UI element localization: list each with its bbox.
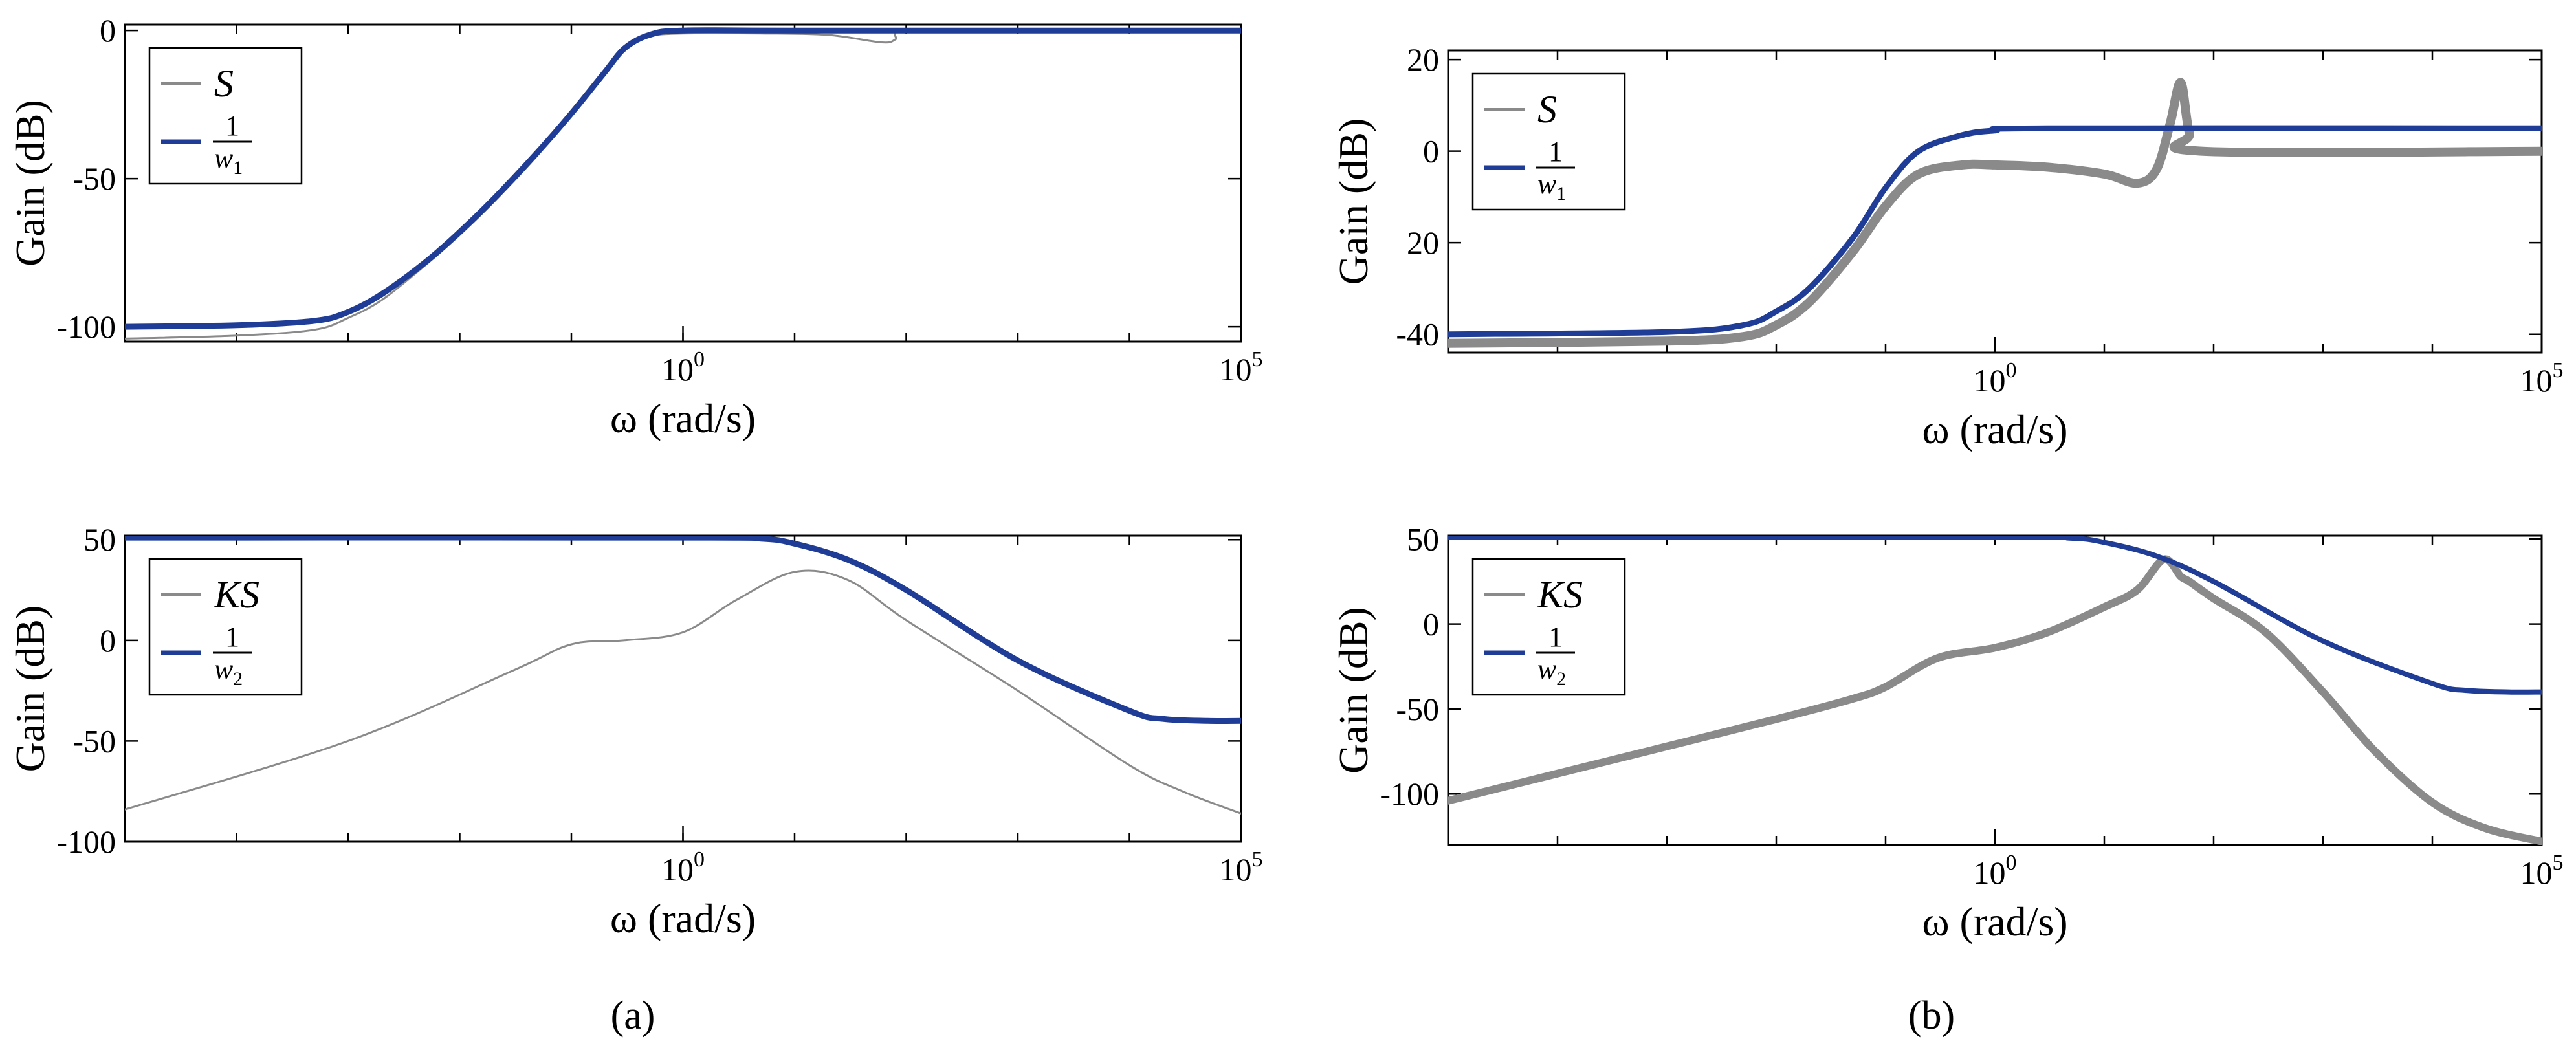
series-group (125, 27, 1241, 340)
panel-label-b: (b) (1908, 994, 1955, 1038)
x-tick-base: 10 (1220, 851, 1252, 888)
y-tick-label: -50 (1396, 691, 1439, 727)
series-line-KS (1448, 555, 2542, 845)
x-tick-base: 10 (2520, 362, 2553, 399)
x-tick-label: 100 (661, 347, 705, 388)
y-tick-label: 20 (1407, 224, 1439, 261)
legend-fraction-den-sub: 1 (1556, 183, 1566, 204)
legend-fraction-den-base: w (214, 142, 234, 174)
y-axis-label: Gain (dB) (1330, 607, 1376, 774)
y-tick-label: -100 (56, 824, 116, 860)
y-tick-label: -50 (72, 723, 116, 759)
legend-fraction-den-sub: 1 (233, 157, 243, 179)
x-tick-label: 100 (1974, 358, 2017, 399)
x-tick-label: 100 (661, 848, 705, 888)
legend-box (148, 47, 303, 185)
legend-fraction-den-sub: 2 (233, 668, 243, 690)
legend-fraction-denominator: w1 (214, 142, 243, 179)
y-axis-label: Gain (dB) (7, 606, 53, 772)
x-tick-exponent: 0 (694, 848, 705, 871)
legend: S 1w1 (1471, 72, 1626, 211)
y-tick-label: 50 (1407, 521, 1439, 557)
legend-fraction-denominator: w2 (214, 653, 243, 690)
series-line-1-w1 (1448, 125, 2542, 338)
legend-fraction-denominator: w1 (1537, 168, 1566, 204)
y-tick-label: 20 (1407, 41, 1439, 78)
series-line-S (1448, 78, 2542, 348)
x-tick-label: 100 (1974, 851, 2017, 891)
x-tick-exponent: 0 (694, 347, 705, 371)
legend: KS 1w2 (148, 558, 303, 696)
legend-fraction-den-sub: 2 (1556, 668, 1566, 690)
x-tick-base: 10 (1974, 855, 2006, 891)
x-tick-exponent: 0 (2006, 358, 2017, 382)
legend-label: KS (214, 573, 259, 616)
x-tick-label: 105 (2520, 851, 2564, 891)
y-tick-label: 50 (83, 521, 116, 558)
legend-fraction-den-base: w (1537, 168, 1557, 200)
x-tick-label: 105 (1220, 347, 1263, 388)
legend-label: S (214, 62, 234, 105)
legend-box (1471, 72, 1626, 211)
y-tick-label: -50 (72, 160, 116, 197)
x-tick-exponent: 0 (2006, 851, 2017, 875)
x-tick-base: 10 (1220, 351, 1252, 388)
series-line-1-w2 (1448, 536, 2542, 695)
series-group (1448, 536, 2542, 845)
x-axis-label: ω (rad/s) (1922, 899, 2067, 945)
series-line-1-w2 (125, 536, 1241, 725)
y-tick-label: 0 (100, 622, 116, 659)
y-axis-label: Gain (dB) (1330, 118, 1376, 285)
legend-fraction-denominator: w2 (1537, 653, 1566, 690)
legend-fraction-numerator: 1 (225, 621, 239, 653)
legend-fraction-numerator: 1 (1548, 136, 1563, 168)
y-tick-label: 0 (1423, 606, 1439, 642)
x-tick-label: 105 (1220, 848, 1263, 888)
y-tick-label: 0 (1423, 133, 1439, 170)
x-tick-base: 10 (2520, 855, 2553, 891)
x-tick-exponent: 5 (2553, 851, 2564, 875)
x-tick-base: 10 (1974, 362, 2006, 399)
x-tick-exponent: 5 (1252, 347, 1263, 371)
x-tick-exponent: 5 (1252, 848, 1263, 871)
legend-box (148, 558, 303, 696)
y-tick-label: 0 (100, 12, 116, 49)
series-line-1-w1 (125, 27, 1241, 330)
legend-fraction-numerator: 1 (225, 110, 239, 142)
x-tick-base: 10 (661, 351, 694, 388)
series-line-KS (125, 569, 1241, 815)
legend-fraction-den-base: w (214, 653, 234, 685)
x-tick-label: 105 (2520, 358, 2564, 399)
y-tick-label: -100 (1380, 776, 1439, 812)
x-tick-base: 10 (661, 851, 694, 888)
legend-label: KS (1537, 573, 1583, 616)
y-tick-label: -100 (56, 309, 116, 345)
legend: KS 1w2 (1471, 558, 1626, 696)
legend: S 1w1 (148, 47, 303, 185)
y-tick-label: -40 (1396, 316, 1439, 353)
series-group (1448, 78, 2542, 348)
x-axis-label: ω (rad/s) (1922, 406, 2067, 452)
legend-fraction-den-base: w (1537, 653, 1557, 685)
x-axis-label: ω (rad/s) (610, 895, 756, 941)
x-tick-exponent: 5 (2553, 358, 2564, 382)
legend-fraction-numerator: 1 (1548, 621, 1563, 653)
y-axis-label: Gain (dB) (7, 100, 53, 267)
legend-box (1471, 558, 1626, 696)
panel-label-a: (a) (611, 994, 655, 1038)
legend-label: S (1537, 88, 1557, 131)
series-group (125, 536, 1241, 815)
x-axis-label: ω (rad/s) (610, 395, 756, 441)
